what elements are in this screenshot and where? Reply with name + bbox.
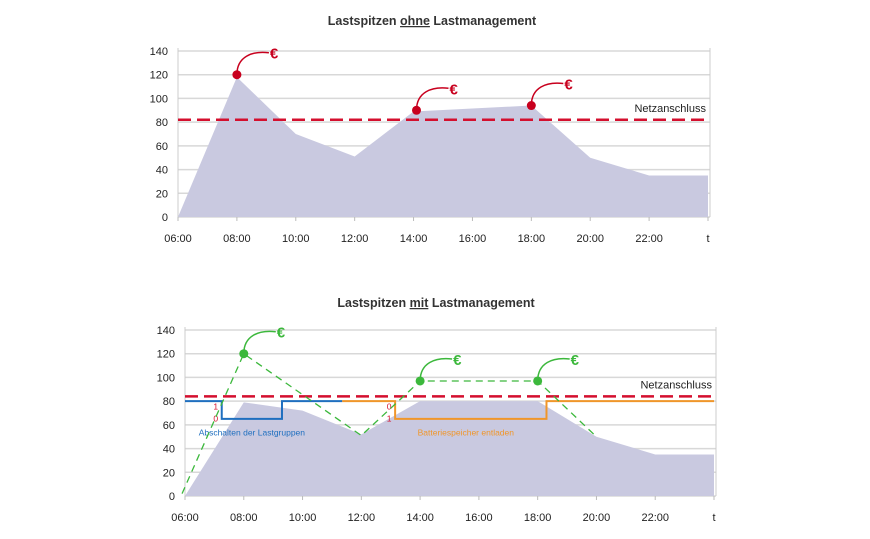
peak-arrow <box>243 330 276 354</box>
x-tick-label: 16:00 <box>459 233 487 245</box>
chart-1-title-prefix: Lastspitzen <box>328 14 400 28</box>
y-tick-label: 140 <box>150 46 168 58</box>
load-area <box>185 401 714 496</box>
y-tick-label: 140 <box>157 325 175 337</box>
y-tick-label: 80 <box>156 117 168 129</box>
battery-line <box>342 400 714 420</box>
load_shedding-label: Abschalten der Lastgruppen <box>199 428 306 438</box>
x-tick-label: 08:00 <box>230 512 258 524</box>
peak-marker <box>412 105 421 115</box>
chart-2-title-suffix: Lastmanagement <box>428 296 535 310</box>
load-area <box>178 77 708 217</box>
chart-1-title: Lastspitzen ohne Lastmanagement <box>328 14 537 28</box>
x-tick-label: 16:00 <box>465 512 493 524</box>
peak-marker <box>533 376 543 386</box>
x-tick-label: 12:00 <box>348 512 376 524</box>
chart-2-title: Lastspitzen mit Lastmanagement <box>337 296 535 310</box>
euro-icon: € <box>571 352 580 369</box>
x-tick-label: 22:00 <box>641 512 669 524</box>
y-tick-label: 40 <box>156 165 168 177</box>
peak-arrow <box>236 51 269 75</box>
original-load-line <box>181 352 597 494</box>
x-tick-label: 12:00 <box>341 233 369 245</box>
state-label: 1 <box>213 401 218 411</box>
euro-icon: € <box>270 46 279 63</box>
x-tick-label: 10:00 <box>282 233 310 245</box>
x-tick-label: 22:00 <box>635 233 663 245</box>
y-tick-label: 60 <box>156 141 168 153</box>
y-tick-label: 100 <box>150 93 168 105</box>
load_shedding-line <box>185 400 343 420</box>
y-tick-label: 100 <box>157 372 175 384</box>
x-tick-label: 10:00 <box>289 512 317 524</box>
x-tick-label: 18:00 <box>524 512 552 524</box>
x-tick-label: t <box>706 233 709 245</box>
y-tick-label: 120 <box>157 349 175 361</box>
y-tick-label: 0 <box>162 212 168 224</box>
euro-icon: € <box>453 352 462 369</box>
euro-icon: € <box>277 325 286 342</box>
state-label: 1 <box>387 413 392 423</box>
chart-1-title-emphasis: ohne <box>400 14 430 28</box>
x-tick-label: 06:00 <box>171 512 199 524</box>
x-tick-label: t <box>712 512 715 524</box>
x-tick-label: 08:00 <box>223 233 251 245</box>
chart-2-title-emphasis: mit <box>410 296 430 310</box>
peak-marker <box>415 376 425 386</box>
chart-ohne-lastmanagement: 0 20 40 60 80 100 120 140 06:00 08:00 10:00 12:00 14… <box>150 46 711 245</box>
y-tick-label: 0 <box>169 491 175 503</box>
chart-1-title-suffix: Lastmanagement <box>430 14 537 28</box>
y-tick-label: 40 <box>163 444 175 456</box>
peak-marker <box>526 101 536 111</box>
netzanschluss-label: Netzanschluss <box>634 103 706 115</box>
chart-2-title-prefix: Lastspitzen <box>337 296 409 310</box>
y-tick-label: 80 <box>163 396 175 408</box>
euro-icon: € <box>450 81 459 98</box>
x-tick-label: 06:00 <box>164 233 192 245</box>
y-tick-label: 20 <box>163 467 175 479</box>
peak-marker <box>232 70 242 80</box>
y-tick-label: 120 <box>150 70 168 82</box>
netzanschluss-label: Netzanschluss <box>640 379 712 391</box>
peak-marker <box>239 349 249 359</box>
state-label: 0 <box>213 413 218 423</box>
battery-label: Batteriespeicher entladen <box>418 428 515 438</box>
euro-icon: € <box>564 77 573 94</box>
x-tick-label: 20:00 <box>576 233 604 245</box>
y-tick-label: 60 <box>163 420 175 432</box>
peak-arrow <box>530 82 564 106</box>
y-tick-label: 20 <box>156 188 168 200</box>
x-tick-label: 18:00 <box>518 233 546 245</box>
x-tick-label: 20:00 <box>583 512 611 524</box>
x-tick-label: 14:00 <box>406 512 434 524</box>
state-label: 0 <box>387 401 392 411</box>
x-tick-label: 14:00 <box>400 233 428 245</box>
